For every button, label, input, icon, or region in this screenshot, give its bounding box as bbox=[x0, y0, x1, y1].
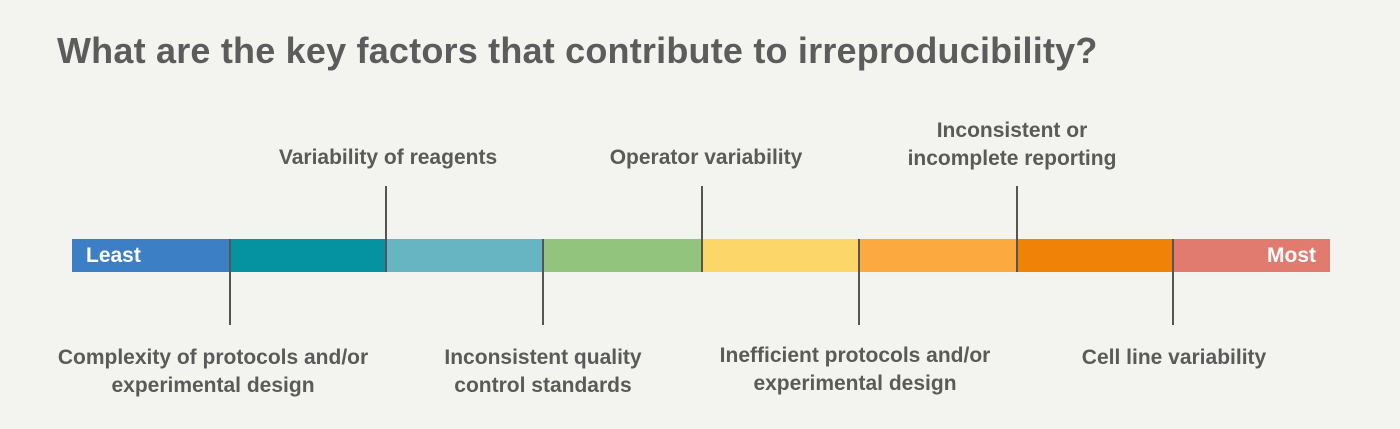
factor-label-line: Inefficient protocols and/or bbox=[719, 344, 991, 367]
factor-label-line: control standards bbox=[454, 374, 632, 397]
factor-label-line: Operator variability bbox=[609, 146, 803, 169]
factor-label-line: Variability of reagents bbox=[278, 146, 498, 169]
most-label: Most bbox=[1267, 244, 1316, 267]
factor-cell-line-variability: Cell line variability bbox=[1082, 344, 1266, 372]
scale-segment-8: Most bbox=[1172, 239, 1330, 272]
scale-segment-4 bbox=[543, 239, 701, 272]
factor-inconsistent-quality-control: Inconsistent quality control standards bbox=[444, 344, 641, 400]
tick-complexity-of-protocols bbox=[229, 239, 231, 325]
factor-label-line: Complexity of protocols and/or bbox=[57, 346, 369, 369]
factor-operator-variability: Operator variability bbox=[610, 144, 803, 172]
tick-inconsistent-reporting bbox=[1016, 186, 1018, 272]
factor-inconsistent-reporting: Inconsistent or incomplete reporting bbox=[908, 117, 1117, 173]
factor-variability-of-reagents: Variability of reagents bbox=[279, 144, 497, 172]
tick-variability-of-reagents bbox=[385, 186, 387, 272]
tick-inefficient-protocols bbox=[858, 239, 860, 325]
factor-label-line: incomplete reporting bbox=[907, 147, 1117, 170]
factor-label-line: Inconsistent or bbox=[936, 119, 1088, 142]
factor-label-line: Cell line variability bbox=[1081, 346, 1267, 369]
scale-segment-2 bbox=[229, 239, 387, 272]
factor-label-line: experimental design bbox=[111, 374, 315, 397]
tick-inconsistent-quality-control bbox=[542, 239, 544, 325]
scale-segment-3 bbox=[386, 239, 544, 272]
scale-segment-1: Least bbox=[72, 239, 230, 272]
factor-inefficient-protocols: Inefficient protocols and/or experimenta… bbox=[720, 342, 991, 398]
tick-operator-variability bbox=[701, 186, 703, 272]
least-label: Least bbox=[86, 244, 141, 267]
scale-segment-7 bbox=[1015, 239, 1173, 272]
reproducibility-scale-bar: Least Most bbox=[72, 239, 1330, 272]
factor-label-line: experimental design bbox=[753, 372, 957, 395]
factor-label-line: Inconsistent quality bbox=[444, 346, 642, 369]
factor-complexity-of-protocols: Complexity of protocols and/or experimen… bbox=[58, 344, 368, 400]
scale-segment-5 bbox=[701, 239, 859, 272]
page-title: What are the key factors that contribute… bbox=[57, 30, 1098, 71]
scale-segment-6 bbox=[858, 239, 1016, 272]
tick-cell-line-variability bbox=[1172, 239, 1174, 325]
